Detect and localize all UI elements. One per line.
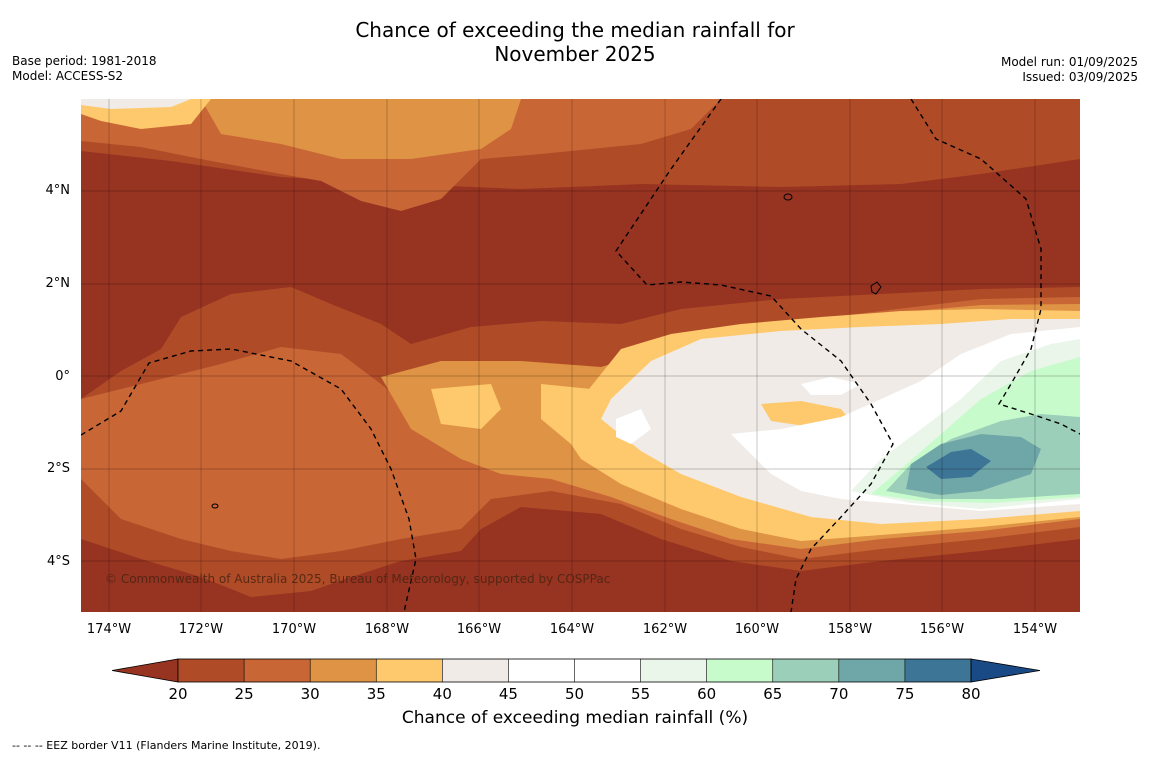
colorbar-segment: [244, 659, 311, 682]
lat-label-equator: 0°: [55, 369, 70, 384]
lon-label-168w: 168°W: [364, 622, 410, 637]
colorbar: [112, 658, 1040, 683]
eez-borders: [81, 99, 1080, 612]
lat-label-2s: 2°S: [46, 461, 70, 476]
model-name: Model: ACCESS-S2: [12, 69, 124, 83]
eez-footnote: -- -- -- EEZ border V11 (Flanders Marine…: [12, 739, 321, 752]
lon-label-162w: 162°W: [642, 622, 688, 637]
lon-label-160w: 160°W: [734, 622, 780, 637]
island-outline: [783, 193, 793, 201]
fill-45-55: [616, 409, 651, 444]
lon-label-170w: 170°W: [271, 622, 317, 637]
lat-label-2n: 2°N: [45, 276, 71, 291]
fill-45-55: [801, 377, 861, 395]
colorbar-segment: [838, 659, 906, 682]
meta-right: Model run: 01/09/2025 Issued: 03/09/2025: [1001, 55, 1138, 85]
lon-label-166w: 166°W: [456, 622, 502, 637]
fill-40-45: [81, 99, 191, 109]
colorbar-segment: [772, 659, 840, 682]
eez-border-line: [615, 99, 894, 612]
lon-label-164w: 164°W: [549, 622, 595, 637]
lon-label-158w: 158°W: [827, 622, 873, 637]
colorbar-outline: [177, 658, 972, 683]
lon-label-156w: 156°W: [919, 622, 965, 637]
colorbar-segment: [310, 659, 377, 682]
colorbar-segment: [640, 659, 708, 682]
graticule: [81, 99, 1080, 612]
colorbar-tick-label: 65: [763, 685, 783, 703]
lon-label-154w: 154°W: [1012, 622, 1058, 637]
colorbar-segment: [574, 659, 642, 682]
colorbar-segment: [442, 659, 509, 682]
colorbar-tick-label: 60: [697, 685, 717, 703]
copyright-notice: © Commonwealth of Australia 2025, Bureau…: [105, 572, 611, 586]
title-line-1: Chance of exceeding the median rainfall …: [355, 18, 795, 42]
colorbar-tick-label: 30: [300, 685, 320, 703]
fill-75-80: [926, 449, 991, 479]
lat-label-4s: 4°S: [46, 554, 70, 569]
colorbar-tick-label: 55: [631, 685, 651, 703]
fill-30-35: [201, 99, 521, 159]
map-svg: [81, 99, 1080, 612]
island-outline: [211, 503, 219, 509]
colorbar-tick-label: 80: [961, 685, 981, 703]
fill-35-40: [541, 384, 601, 444]
colorbar-tick-label: 40: [432, 685, 452, 703]
map-title: Chance of exceeding the median rainfall …: [0, 18, 1150, 66]
colorbar-extend-low: [112, 658, 179, 683]
colorbar-title: Chance of exceeding median rainfall (%): [401, 708, 749, 728]
colorbar-tick-label: 20: [168, 685, 188, 703]
fill-35-40: [431, 384, 501, 429]
colorbar-segment: [706, 659, 774, 682]
colorbar-tick-label: 45: [498, 685, 518, 703]
colorbar-extend-high: [970, 658, 1040, 683]
rainfall-map: [81, 99, 1080, 612]
colorbar-tick-label: 50: [564, 685, 585, 703]
issued-date: Issued: 03/09/2025: [1022, 70, 1138, 84]
colorbar-tick-label: 25: [234, 685, 254, 703]
colorbar-tick-label: 75: [895, 685, 915, 703]
lat-label-4n: 4°N: [45, 183, 71, 198]
model-run: Model run: 01/09/2025: [1000, 55, 1138, 69]
base-period: Base period: 1981-2018: [12, 54, 157, 68]
meta-left: Base period: 1981-2018 Model: ACCESS-S2: [12, 54, 157, 84]
colorbar-tick-label: 70: [829, 685, 849, 703]
island-outline: [870, 281, 882, 295]
colorbar-tick-label: 35: [366, 685, 386, 703]
colorbar-segment: [376, 659, 443, 682]
eez-border-line: [910, 99, 1080, 435]
title-line-2: November 2025: [494, 42, 656, 66]
eez-border-line: [81, 348, 417, 612]
colorbar-segment: [178, 659, 245, 682]
lon-label-172w: 172°W: [178, 622, 224, 637]
colorbar-segment: [904, 659, 972, 682]
lon-label-174w: 174°W: [86, 622, 132, 637]
colorbar-segment: [508, 659, 575, 682]
